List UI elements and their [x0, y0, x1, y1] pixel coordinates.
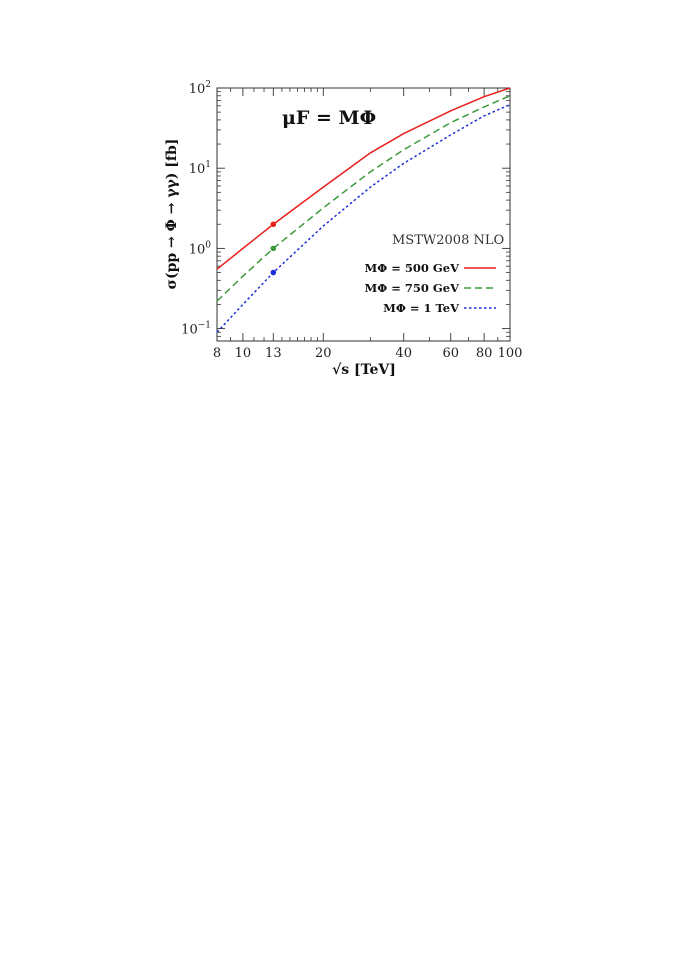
plot-frame: [216, 87, 511, 342]
legend-label-3: MΦ = 1 TeV: [383, 301, 460, 315]
x-tick-label: 80: [476, 346, 493, 361]
annotation-mu-f: μF = MΦ: [282, 107, 376, 129]
x-tick-labels: 8 10 13 20 40 60 80 100: [213, 346, 523, 361]
y-tick-label: 102: [189, 80, 211, 97]
x-tick-label: 13: [265, 346, 282, 361]
x-tick-label: 20: [315, 346, 332, 361]
legend-label-2: MΦ = 750 GeV: [365, 281, 461, 295]
y-tick-labels: 10−1 100 101 102: [181, 80, 211, 338]
series-marker-2: [270, 245, 277, 252]
axis-ticks: [216, 87, 511, 341]
marker-layer: [270, 221, 277, 276]
y-tick-label: 100: [189, 240, 212, 257]
x-tick-label: 8: [213, 346, 221, 361]
x-tick-label: 40: [395, 346, 412, 361]
series-layer: [216, 87, 511, 333]
x-axis-label: √s [TeV]: [332, 362, 396, 378]
series-line-2: [216, 95, 511, 302]
y-tick-label: 101: [189, 160, 211, 177]
y-axis-label: σ(pp → Φ → γγ) [fb]: [164, 139, 180, 290]
series-line-1: [216, 87, 511, 270]
series-marker-3: [270, 269, 277, 276]
legend: MΦ = 500 GeV MΦ = 750 GeV MΦ = 1 TeV: [365, 261, 496, 315]
series-marker-1: [270, 221, 277, 228]
legend-label-1: MΦ = 500 GeV: [365, 261, 461, 275]
x-tick-label: 60: [442, 346, 459, 361]
legend-title: MSTW2008 NLO: [392, 233, 504, 248]
x-tick-label: 100: [498, 346, 523, 361]
x-tick-label: 10: [235, 346, 252, 361]
y-tick-label: 10−1: [181, 321, 211, 338]
series-line-3: [216, 103, 511, 333]
